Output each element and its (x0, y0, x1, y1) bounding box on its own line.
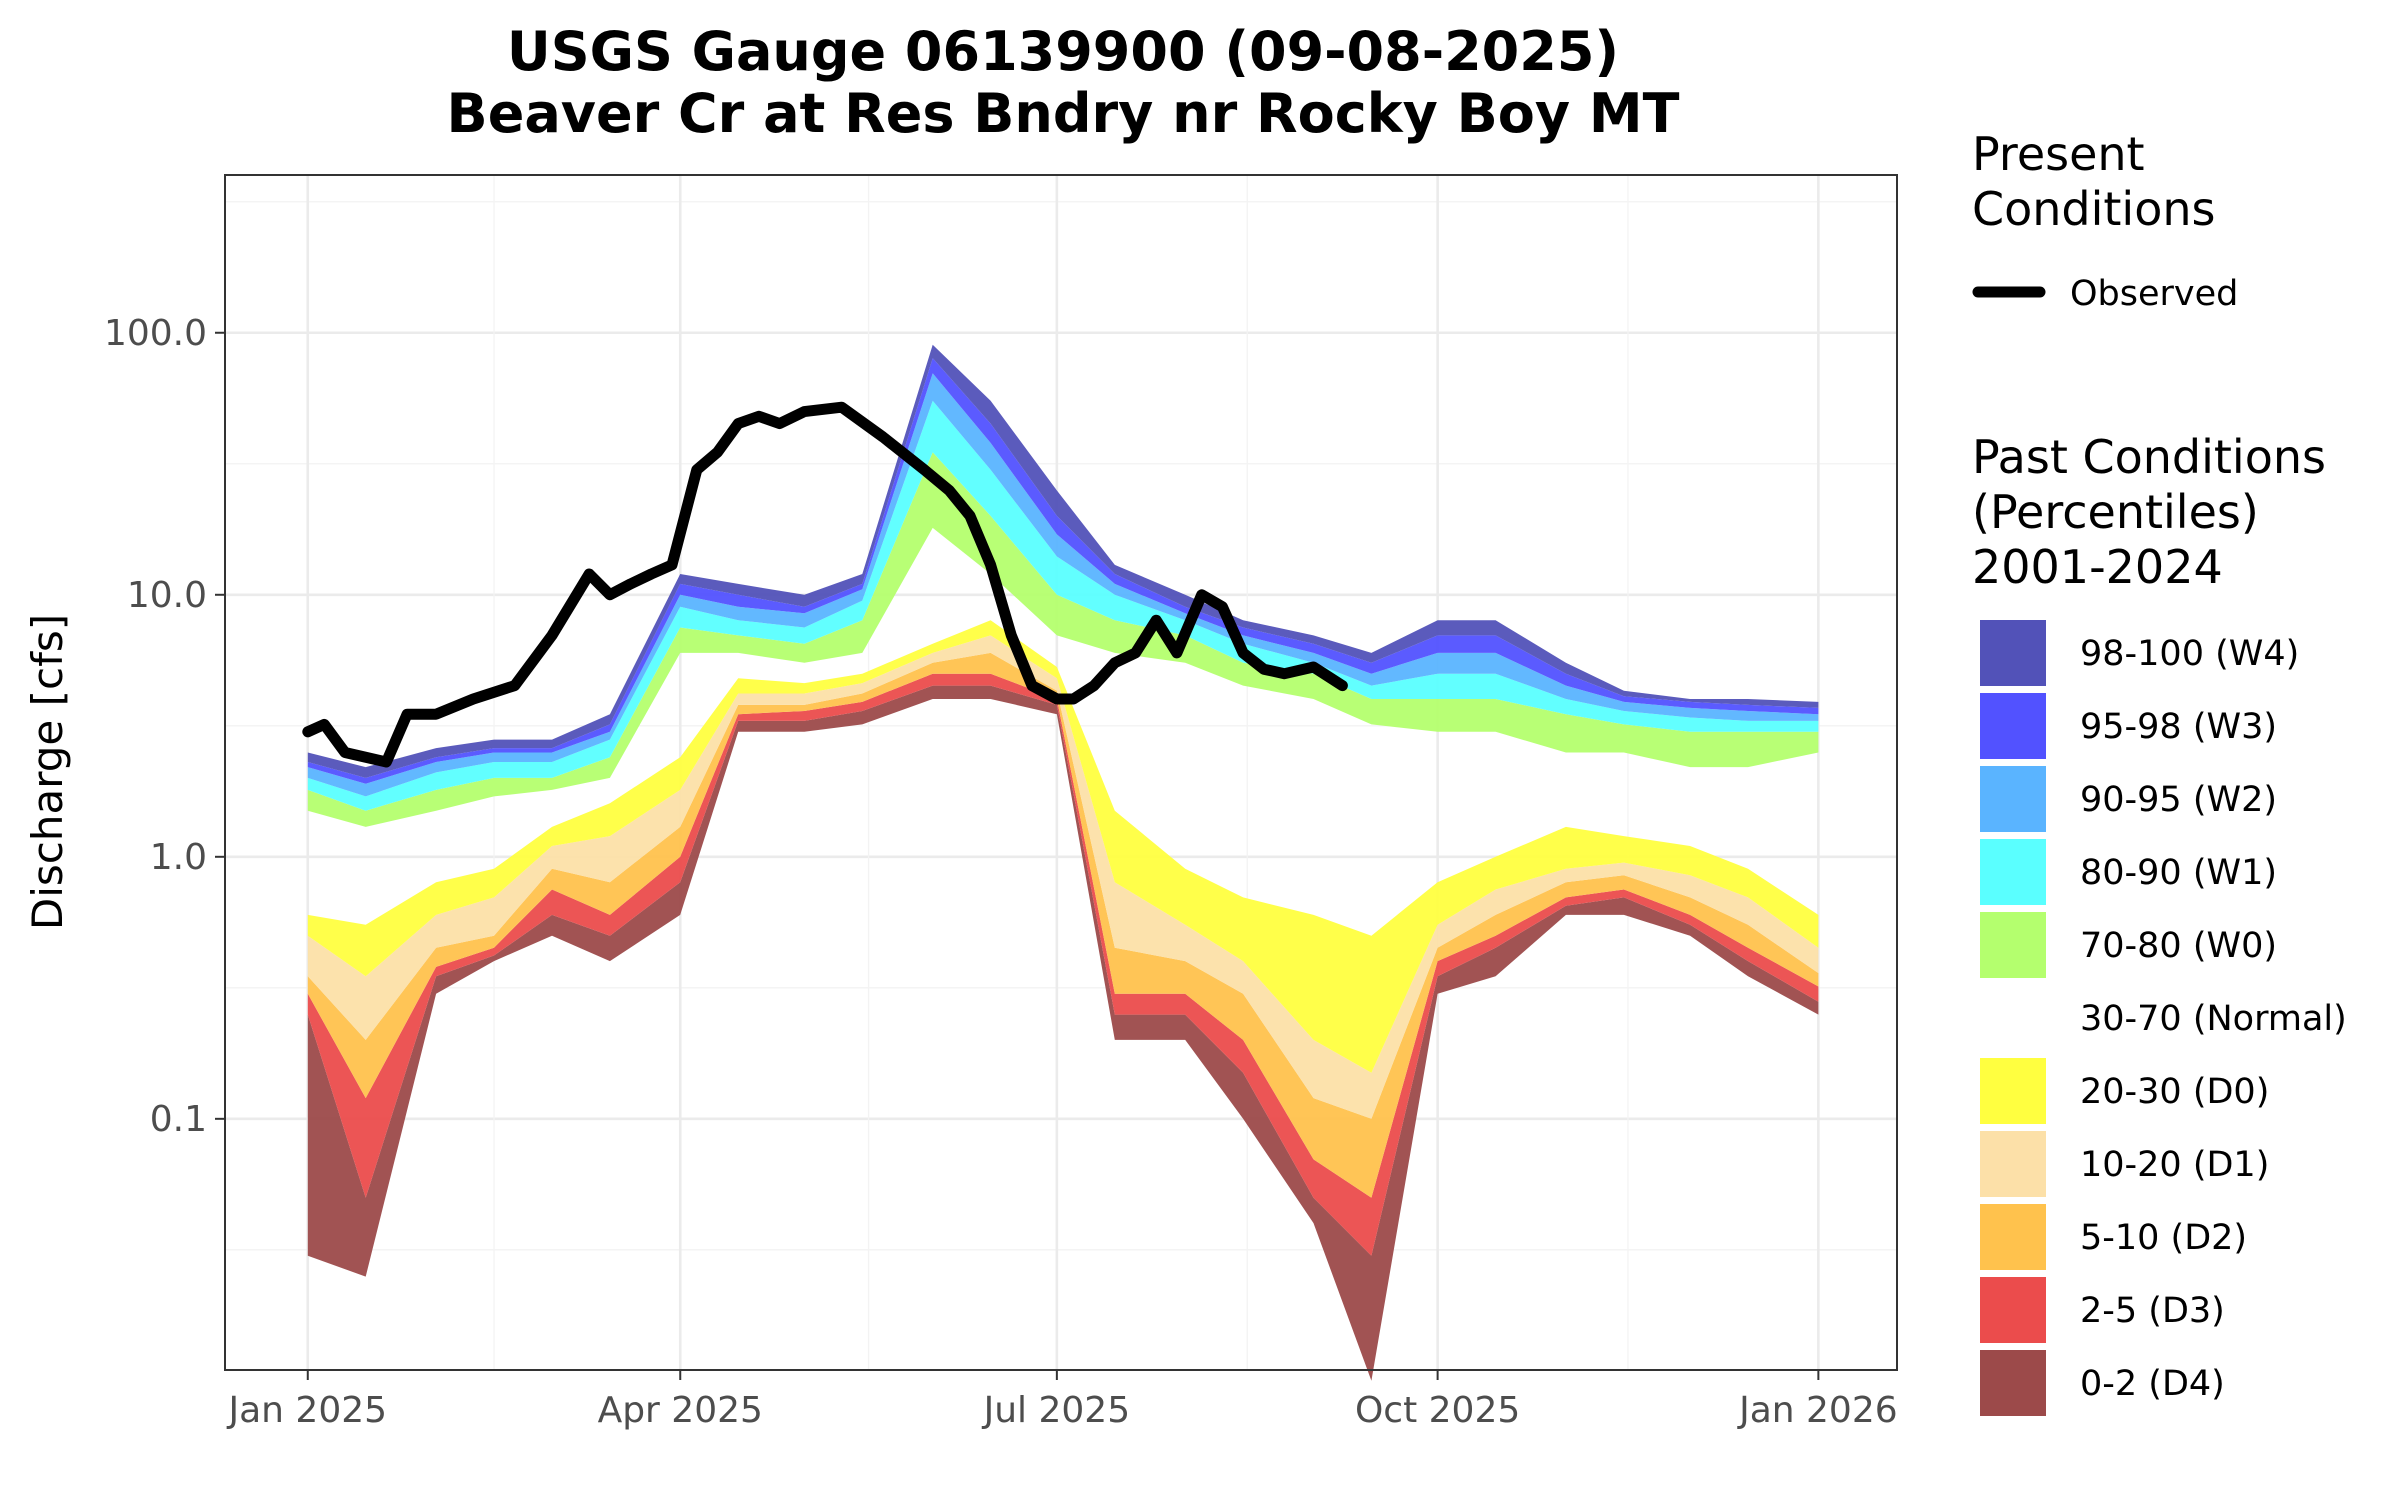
y-tick-label: 100.0 (104, 313, 207, 354)
legend-past-title-line-2: (Percentiles) (1972, 485, 2259, 539)
y-tick-label: 1.0 (150, 837, 207, 878)
percentile-band-70-80-w0- (307, 452, 1819, 827)
x-tick-label: Oct 2025 (1355, 1390, 1520, 1431)
legend-swatch (1980, 1350, 2046, 1416)
legend-past-title-line-3: 2001-2024 (1972, 540, 2223, 594)
legend-swatch (1980, 766, 2046, 832)
observed-series (302, 401, 1348, 768)
legend-past-title-line-1: Past Conditions (1972, 430, 2326, 484)
legend-entry-label: 2-5 (D3) (2080, 1291, 2225, 1331)
legend-entry-label: 10-20 (D1) (2080, 1145, 2269, 1185)
y-axis-label: Discharge [cfs] (23, 614, 72, 930)
plot-panel (224, 174, 1898, 1381)
chart-title-line-1: USGS Gauge 06139900 (09-08-2025) (507, 20, 1619, 83)
y-tick-label: 10.0 (127, 575, 207, 616)
legend-entry-label: 0-2 (D4) (2080, 1364, 2225, 1404)
legend-swatch (1980, 1277, 2046, 1343)
legend-entry-label: 95-98 (W3) (2080, 707, 2277, 747)
legend-entry-label: 20-30 (D0) (2080, 1072, 2269, 1112)
legend-entry-label: 70-80 (W0) (2080, 926, 2277, 966)
legend-entry-label: 98-100 (W4) (2080, 634, 2299, 674)
legend-swatch (1980, 693, 2046, 759)
legend-swatch (1980, 839, 2046, 905)
y-tick-label: 0.1 (150, 1099, 207, 1140)
legend-swatch (1980, 985, 2046, 1051)
legend-entry-label: 80-90 (W1) (2080, 853, 2277, 893)
x-tick-label: Jul 2025 (982, 1390, 1131, 1431)
legend-present-title-line-1: Present (1972, 127, 2145, 181)
chart-title-line-2: Beaver Cr at Res Bndry nr Rocky Boy MT (447, 82, 1680, 145)
legend-swatch (1980, 1131, 2046, 1197)
x-axis-ticks: Jan 2025 Apr 2025 Jul 2025 Oct 2025 Jan 2026 (226, 1370, 1898, 1431)
percentile-band-80-90-w1- (307, 400, 1819, 811)
legend-entry-label: 30-70 (Normal) (2080, 999, 2347, 1039)
legend-swatch (1980, 1204, 2046, 1270)
percentile-bands (307, 344, 1819, 1381)
x-tick-label: Jan 2026 (1737, 1390, 1898, 1431)
legend-entry-label: 90-95 (W2) (2080, 780, 2277, 820)
percentile-band-10-20-d1- (307, 635, 1819, 1119)
x-tick-label: Apr 2025 (598, 1390, 763, 1431)
observed-line (302, 401, 1348, 768)
x-tick-label: Jan 2025 (226, 1390, 387, 1431)
legend-entry-label: 5-10 (D2) (2080, 1218, 2247, 1258)
legend-swatch (1980, 1058, 2046, 1124)
legend-past-entries: 98-100 (W4) 95-98 (W3) 90-95 (W2) 80-90 (W1… (1980, 620, 2347, 1416)
legend-observed-label: Observed (2070, 274, 2238, 314)
legend-swatch (1980, 912, 2046, 978)
legend: Present Conditions Observed Past Conditi… (1972, 127, 2347, 1416)
legend-swatch (1980, 620, 2046, 686)
legend-present-title-line-2: Conditions (1972, 182, 2215, 236)
y-axis-ticks: 0.1 1.0 10.0 100.0 (104, 313, 225, 1140)
